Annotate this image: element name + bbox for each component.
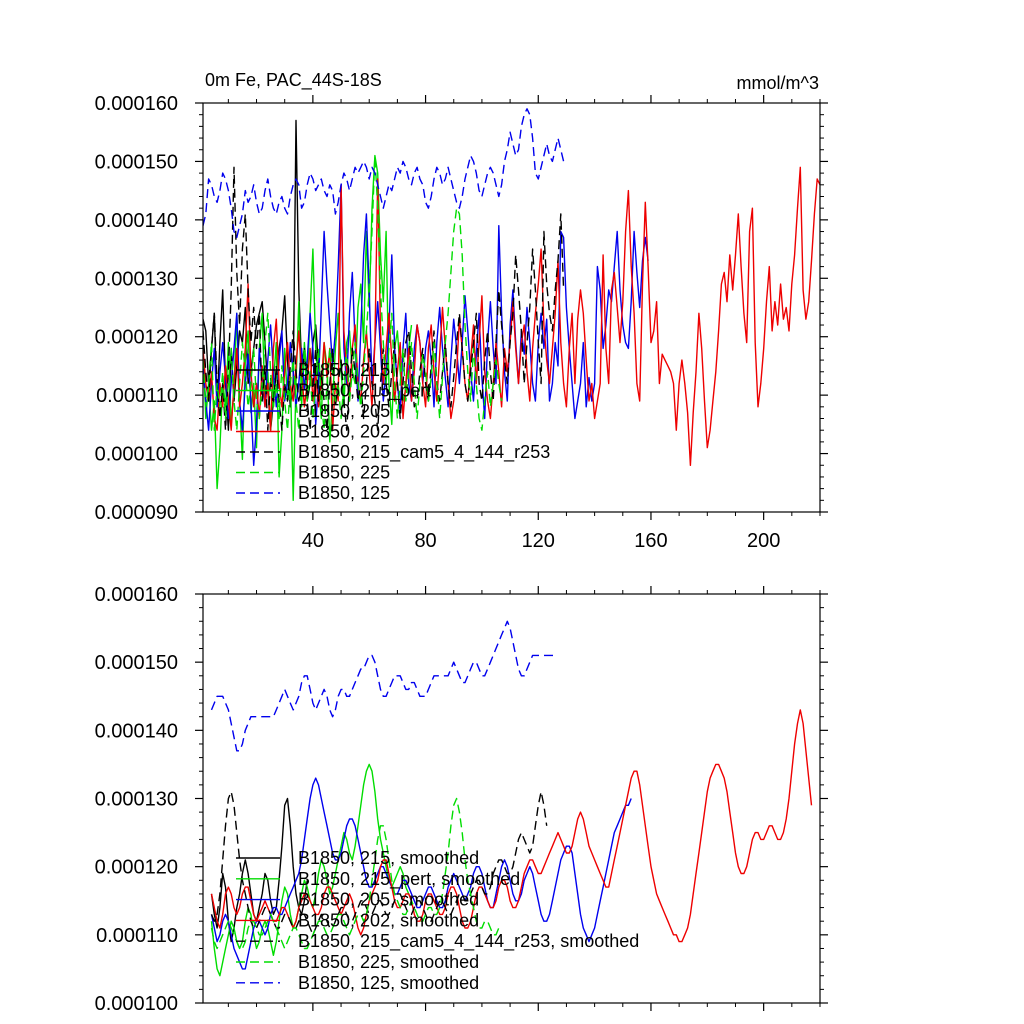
legend-label-6: B1850, 125, smoothed <box>298 973 479 993</box>
x-tick-label: 40 <box>302 530 324 552</box>
y-tick-label: 0.000130 <box>95 789 178 811</box>
legend-label-1: B1850, 215_pert <box>298 381 431 402</box>
legend-label-3: B1850, 202 <box>298 422 390 442</box>
y-tick-label: 0.000150 <box>95 652 178 674</box>
x-tick-label: 80 <box>414 530 436 552</box>
series-line-4 <box>210 791 548 936</box>
series-line-6 <box>203 108 565 239</box>
legend-label-5: B1850, 225 <box>298 463 390 483</box>
series-line-5 <box>210 797 500 950</box>
legend-label-2: B1850, 205 <box>298 401 390 421</box>
y-tick-label: 0.000090 <box>95 502 178 524</box>
series-group <box>203 108 820 501</box>
legend-label-3: B1850, 202, smoothed <box>298 910 479 930</box>
legend-label-5: B1850, 225, smoothed <box>298 952 479 972</box>
y-tick-label: 0.000160 <box>95 93 178 115</box>
y-tick-label: 0.000160 <box>95 584 178 606</box>
units-label: mmol/m^3 <box>737 73 819 93</box>
bottom-panel: 0.000100 0.000110 0.000120 0.000130 0.000140… <box>95 584 828 1015</box>
x-tick-label: 200 <box>747 530 780 552</box>
series-line-3 <box>210 709 813 943</box>
y-tick-label: 0.000110 <box>96 925 178 947</box>
y-tick-label: 0.000130 <box>95 268 178 290</box>
legend-label-1: B1850, 215_pert, smoothed <box>298 869 520 890</box>
legend-label-6: B1850, 125 <box>298 483 390 503</box>
y-tick-label: 0.000120 <box>95 857 178 879</box>
legend-label-0: B1850, 215, smoothed <box>298 848 479 868</box>
series-line-0 <box>210 797 308 943</box>
y-tick-label: 0.000140 <box>95 720 178 742</box>
legend-label-4: B1850, 215_cam5_4_144_r253 <box>298 442 550 463</box>
chart-title: 0m Fe, PAC_44S-18S <box>205 70 382 91</box>
y-tick-label: 0.000110 <box>96 385 178 407</box>
legend-label-2: B1850, 205, smoothed <box>298 890 479 910</box>
y-tick-label: 0.000100 <box>95 993 178 1015</box>
series-group <box>210 620 813 977</box>
legend-label-4: B1850, 215_cam5_4_144_r253, smoothed <box>298 931 639 952</box>
series-line-3 <box>203 166 820 466</box>
y-tick-label: 0.000140 <box>95 210 178 232</box>
series-line-6 <box>210 620 556 752</box>
top-panel: 0m Fe, PAC_44S-18S mmol/m^3 0.000090 0.0001… <box>95 70 828 552</box>
y-tick-label: 0.000100 <box>95 444 178 466</box>
y-tick-label: 0.000150 <box>95 151 178 173</box>
plot-frame <box>202 102 821 513</box>
x-tick-label: 160 <box>634 530 667 552</box>
series-line-5 <box>203 154 503 431</box>
y-tick-label: 0.000120 <box>95 327 178 349</box>
x-tick-label: 120 <box>522 530 555 552</box>
legend-label-0: B1850, 215 <box>298 360 390 380</box>
